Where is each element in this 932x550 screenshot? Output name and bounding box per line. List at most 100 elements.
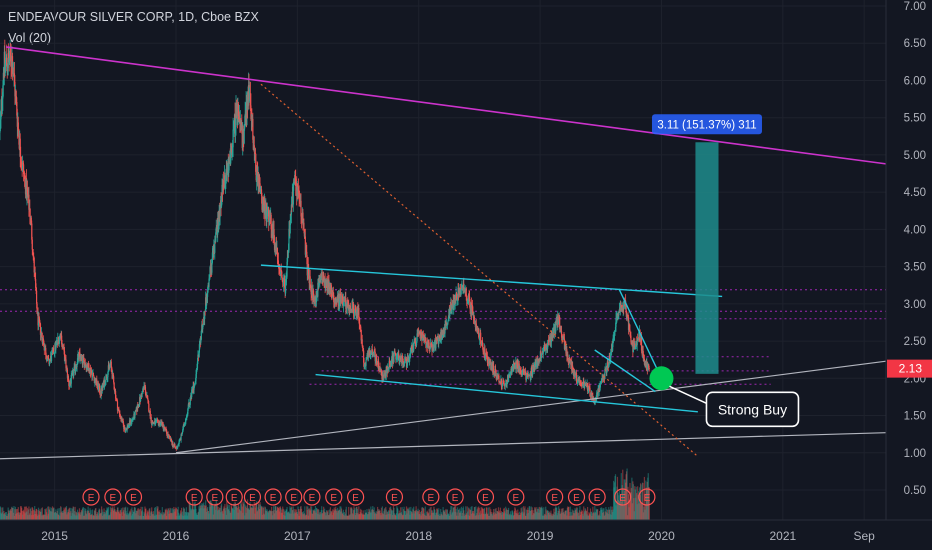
volume-bar (84, 510, 86, 520)
volume-bar (642, 512, 645, 520)
candle-body (234, 126, 237, 134)
volume-bar (229, 512, 231, 520)
candle-body (414, 341, 416, 344)
volume-bar (335, 509, 337, 520)
volume-bar (252, 506, 254, 520)
volume-bar (406, 513, 408, 520)
volume-bar (569, 506, 571, 520)
volume-bar (637, 494, 639, 520)
volume-bar (516, 514, 518, 520)
volume-bar (317, 513, 319, 520)
volume-bar (480, 510, 482, 520)
candle-body (555, 319, 557, 324)
volume-bar (297, 506, 299, 520)
earnings-marker-label: E (130, 493, 137, 504)
volume-bar (480, 507, 482, 520)
volume-bar (324, 512, 326, 520)
volume-bar (334, 510, 336, 520)
candle-body (162, 424, 164, 429)
volume-bar (268, 510, 270, 520)
volume-bar (327, 515, 330, 520)
volume-bar (53, 507, 55, 520)
candle-body (557, 314, 559, 325)
volume-bar (310, 506, 312, 520)
candle-body (513, 363, 515, 364)
earnings-marker (303, 488, 321, 506)
volume-bar (497, 507, 500, 520)
volume-bar (348, 515, 350, 520)
volume-bar (591, 513, 594, 520)
candle-body (321, 272, 323, 281)
candle-body (628, 324, 631, 330)
volume-bar (613, 487, 615, 520)
volume-bar (337, 507, 339, 520)
volume-bar (14, 509, 16, 520)
candle-body (8, 53, 10, 58)
candle-body (287, 250, 290, 253)
volume-indicator-label[interactable]: Vol (20) (8, 31, 52, 45)
candle-body (200, 331, 202, 340)
volume-bar (532, 515, 534, 520)
candle-body (374, 350, 376, 352)
candle-body (111, 367, 113, 373)
volume-bar (441, 512, 443, 520)
volume-bar (33, 510, 35, 520)
volume-bar (190, 508, 192, 520)
volume-bar (409, 514, 411, 520)
volume-bar (226, 500, 228, 520)
volume-bar (549, 514, 551, 520)
time-axis[interactable]: 2015 2016 2017 2018 2019 2020 2021 Sep (0, 519, 932, 550)
candle-body (219, 206, 221, 218)
volume-bar (470, 506, 472, 520)
candle-body (573, 370, 576, 378)
candle-body (7, 53, 9, 68)
volume-bar (194, 504, 197, 520)
rising-support-line (175, 360, 887, 454)
price-tick-label: 3.00 (904, 299, 926, 311)
volume-bar (167, 511, 169, 520)
candle-body (298, 199, 301, 202)
volume-bar (247, 507, 250, 520)
candle-body (558, 322, 560, 325)
volume-bar (545, 506, 547, 520)
volume-bar (477, 515, 479, 520)
candle-body (131, 419, 133, 422)
volume-bar (302, 514, 304, 520)
candle-body (247, 94, 249, 107)
candle-body (153, 422, 155, 424)
volume-bar (555, 507, 557, 520)
volume-bar (70, 515, 72, 520)
volume-bar (558, 510, 560, 520)
volume-bar (271, 510, 273, 520)
candle-body (24, 177, 26, 180)
volume-bar (391, 510, 393, 520)
volume-bar (167, 508, 169, 520)
volume-bar (499, 513, 501, 520)
volume-bar (476, 513, 478, 520)
volume-bar (358, 514, 360, 520)
volume-bar (573, 513, 576, 520)
volume-bar (324, 512, 327, 520)
volume-bar (331, 510, 333, 520)
volume-bar (217, 506, 219, 520)
volume-bar (386, 514, 388, 520)
volume-bar (173, 508, 175, 520)
candle-body (228, 163, 230, 173)
volume-bar (84, 508, 86, 520)
earnings-marker (507, 488, 525, 506)
volume-bar (522, 506, 525, 520)
volume-bar (216, 503, 218, 520)
volume-bar (593, 511, 595, 520)
volume-bar (292, 506, 294, 520)
earnings-marker (614, 488, 632, 506)
volume-bar (505, 509, 507, 520)
price-axis[interactable]: 0.501.001.502.002.503.003.504.004.505.00… (885, 0, 932, 520)
volume-bar (199, 503, 201, 520)
volume-bar (128, 513, 130, 520)
volume-bar (365, 512, 368, 520)
candle-body (15, 96, 17, 102)
volume-bar (558, 506, 560, 520)
